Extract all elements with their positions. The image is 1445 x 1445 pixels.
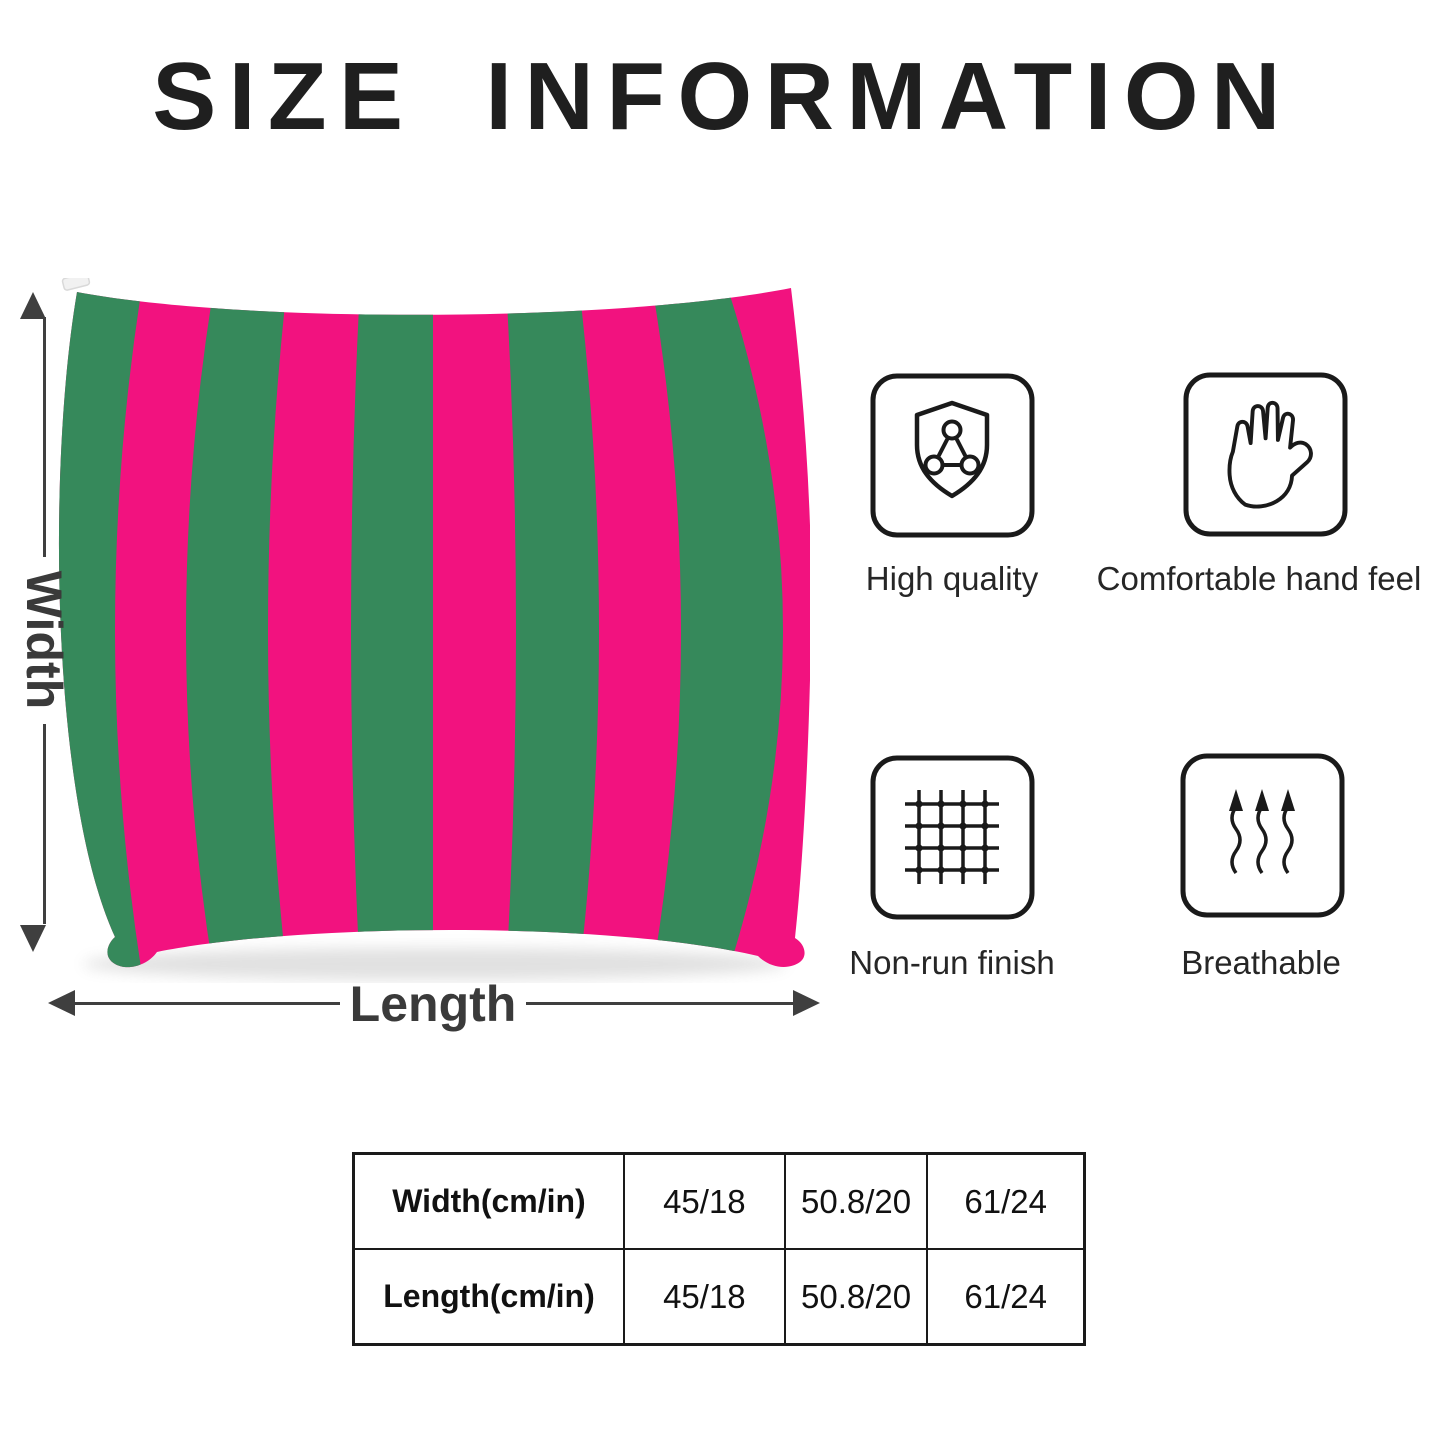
length-arrowhead-left — [48, 990, 75, 1016]
value-cell: 45/18 — [622, 1152, 786, 1250]
length-arrow-line-left — [72, 1002, 340, 1005]
length-arrowhead-right — [793, 990, 820, 1016]
length-label: Length — [349, 976, 517, 1032]
width-arrowhead-bottom — [20, 925, 46, 952]
mesh-grid-icon — [870, 755, 1035, 920]
feature-label-hand-feel: Comfortable hand feel — [1096, 560, 1422, 597]
length-dimension-arrow: Length — [48, 976, 820, 1032]
value-cell: 50.8/20 — [783, 1152, 929, 1250]
value-cell: 61/24 — [926, 1248, 1086, 1346]
pillow-shadow — [83, 948, 787, 980]
pillow-stripe-green — [505, 288, 599, 968]
width-arrow-line-top — [43, 317, 46, 557]
page-title: SIZE INFORMATION — [152, 43, 1293, 150]
row-header-cell: Length(cm/in) — [352, 1248, 625, 1346]
feature-label-non-run: Non-run finish — [849, 944, 1055, 981]
pillow-stripe-green — [351, 288, 433, 968]
shield-network-icon — [870, 373, 1035, 538]
value-cell: 61/24 — [926, 1152, 1086, 1250]
value-cell: 50.8/20 — [783, 1248, 929, 1346]
table-row-width: Width(cm/in) 45/18 50.8/20 61/24 — [352, 1152, 1086, 1250]
table-row-length: Length(cm/in) 45/18 50.8/20 61/24 — [352, 1248, 1086, 1346]
length-arrow-line-right — [526, 1002, 794, 1005]
value-cell: 45/18 — [622, 1248, 786, 1346]
width-arrowhead-top — [20, 292, 46, 319]
airflow-arrows-icon — [1180, 753, 1345, 918]
row-header-cell: Width(cm/in) — [352, 1152, 625, 1250]
hand-icon — [1183, 372, 1348, 537]
size-table: Width(cm/in) 45/18 50.8/20 61/24 Length(… — [352, 1152, 1086, 1346]
feature-label-high-quality: High quality — [865, 560, 1039, 597]
width-label: Width — [16, 570, 72, 710]
pillow-stripe-green — [186, 288, 289, 968]
width-dimension-arrow: Width — [12, 292, 72, 952]
pillow-stripe-green — [58, 288, 145, 968]
width-arrow-line-bottom — [43, 724, 46, 924]
feature-label-breathable: Breathable — [1181, 944, 1341, 981]
pillow-stripe-green — [649, 288, 783, 968]
pillow-tag — [61, 278, 91, 291]
striped-pillow-image — [58, 278, 810, 980]
